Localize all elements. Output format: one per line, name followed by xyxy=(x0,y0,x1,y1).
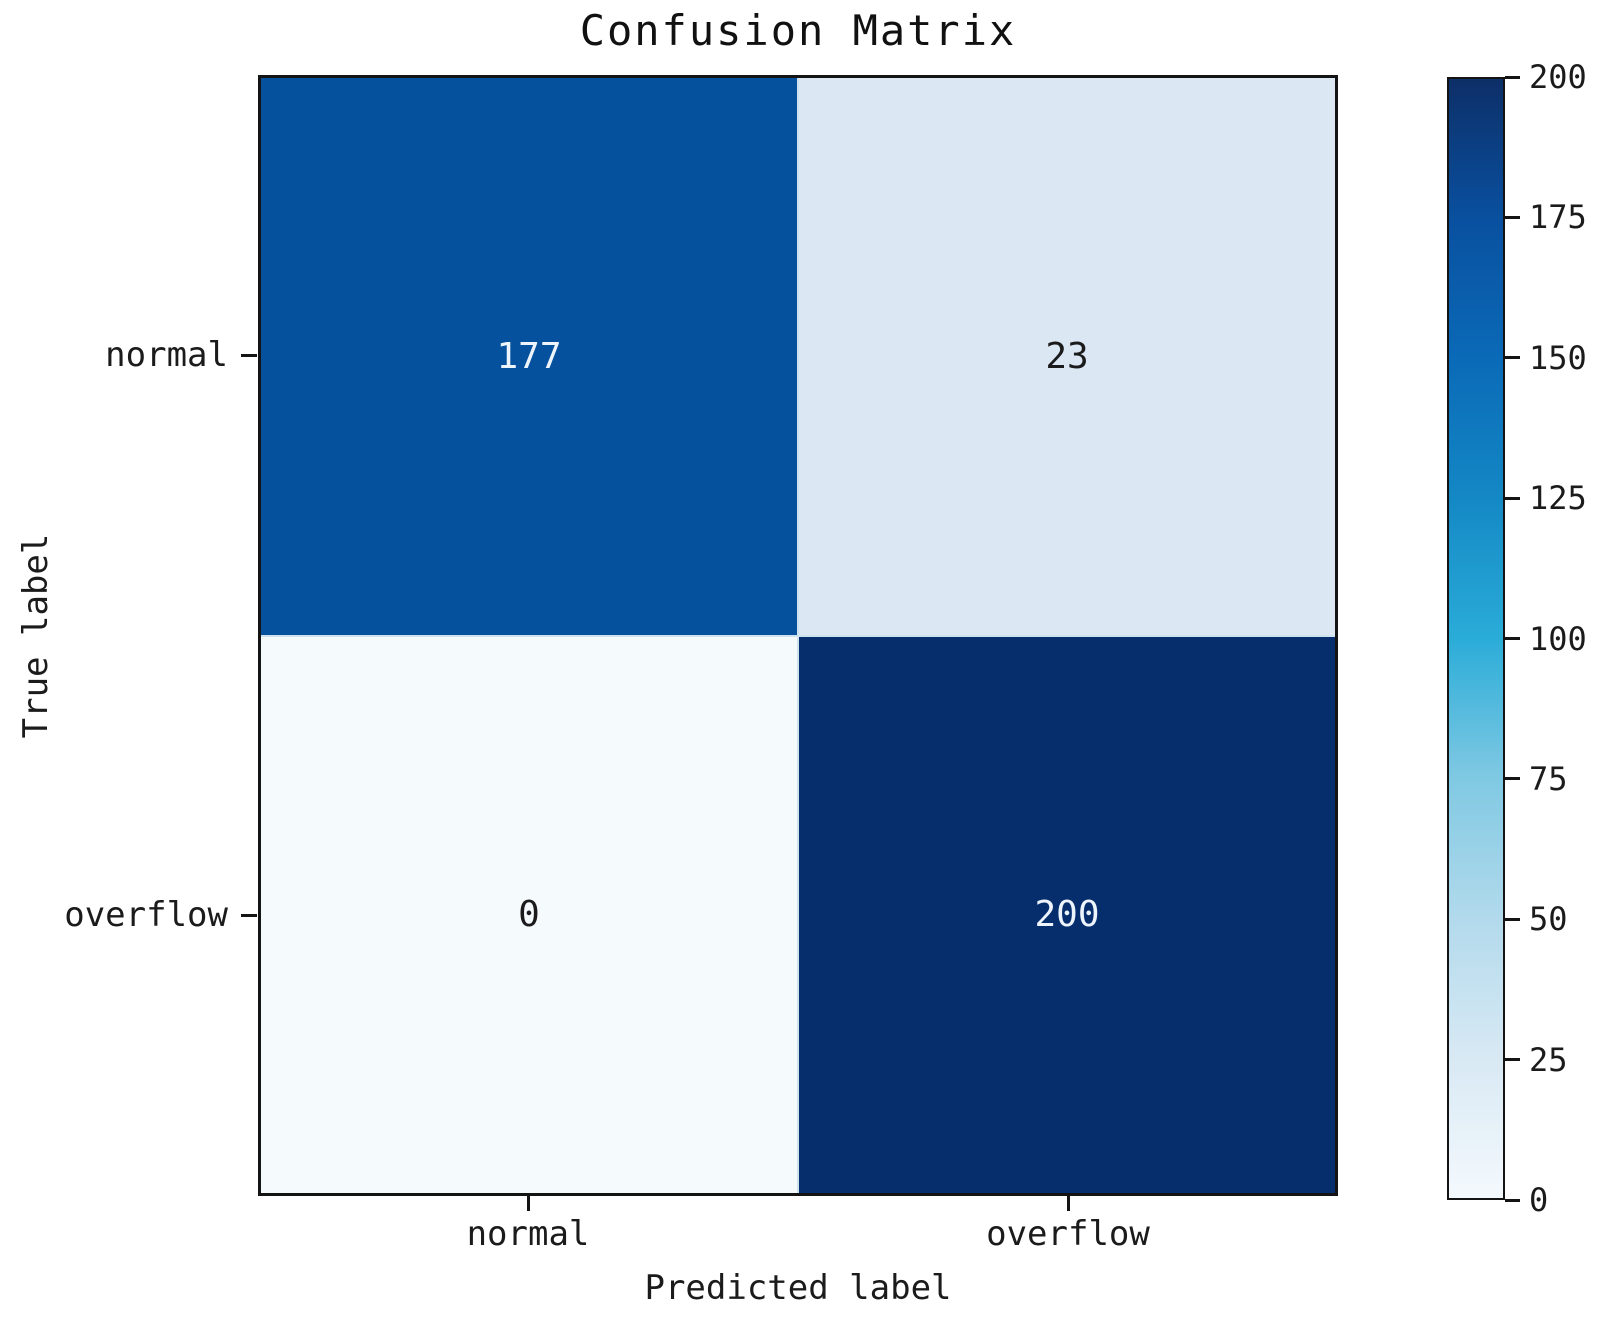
colorbar-tick-label: 200 xyxy=(1529,58,1587,96)
colorbar-tick-label: 150 xyxy=(1529,338,1587,377)
colorbar-tick: 200 xyxy=(1505,58,1587,96)
heatmap-plot-area: 177 23 0 200 xyxy=(258,75,1338,1196)
colorbar-tick: 0 xyxy=(1505,1181,1548,1219)
matrix-cell-normal-overflow: 23 xyxy=(799,78,1335,635)
colorbar-tick-label: 25 xyxy=(1529,1040,1568,1079)
y-tick-mark xyxy=(241,914,257,917)
colorbar-tick-label: 0 xyxy=(1529,1181,1549,1219)
matrix-cell-overflow-normal: 0 xyxy=(261,636,797,1193)
y-tick-label-normal: normal xyxy=(105,335,228,375)
colorbar xyxy=(1447,77,1505,1200)
y-axis-title: True label xyxy=(16,533,56,739)
colorbar-tick-label: 125 xyxy=(1529,479,1587,518)
colorbar-tick-mark xyxy=(1505,917,1520,921)
colorbar-tick-label: 100 xyxy=(1529,619,1587,658)
x-tick-mark xyxy=(527,1196,530,1211)
x-tick-label-normal: normal xyxy=(466,1214,590,1254)
colorbar-tick: 100 xyxy=(1505,620,1587,658)
colorbar-tick-label: 50 xyxy=(1529,900,1568,939)
y-tick-label-overflow: overflow xyxy=(64,895,228,935)
colorbar-tick-mark xyxy=(1505,1058,1520,1062)
heatmap-cells: 177 23 0 200 xyxy=(261,78,1335,1193)
colorbar-tick: 25 xyxy=(1505,1041,1568,1079)
colorbar-tick: 175 xyxy=(1505,198,1587,236)
chart-title: Confusion Matrix xyxy=(579,6,1017,55)
colorbar-tick-mark xyxy=(1505,637,1520,640)
colorbar-tick-mark xyxy=(1505,356,1520,360)
cell-value: 23 xyxy=(1045,335,1089,377)
matrix-cell-overflow-overflow: 200 xyxy=(799,636,1335,1193)
colorbar-tick-label: 175 xyxy=(1529,198,1587,237)
colorbar-tick: 125 xyxy=(1505,479,1587,517)
x-axis-title: Predicted label xyxy=(644,1268,952,1308)
matrix-cell-normal-normal: 177 xyxy=(261,78,797,635)
colorbar-tick-mark xyxy=(1505,496,1520,500)
colorbar-tick-mark xyxy=(1505,777,1520,781)
colorbar-tick-label: 75 xyxy=(1529,759,1568,798)
cell-value: 0 xyxy=(518,894,540,936)
colorbar-tick: 50 xyxy=(1505,900,1568,938)
colorbar-tick: 75 xyxy=(1505,760,1568,798)
colorbar-tick: 150 xyxy=(1505,339,1587,377)
colorbar-ticks: 200 175 150 125 100 75 50 25 xyxy=(1505,58,1605,1219)
colorbar-gradient xyxy=(1449,79,1503,1198)
x-tick-mark xyxy=(1067,1196,1070,1211)
cell-value: 200 xyxy=(1034,894,1100,936)
y-tick-mark xyxy=(241,354,257,357)
colorbar-tick-mark xyxy=(1505,215,1520,219)
x-tick-label-overflow: overflow xyxy=(986,1214,1150,1254)
cell-value: 177 xyxy=(496,335,562,377)
colorbar-tick-mark xyxy=(1505,1198,1520,1202)
colorbar-tick-mark xyxy=(1505,75,1520,79)
